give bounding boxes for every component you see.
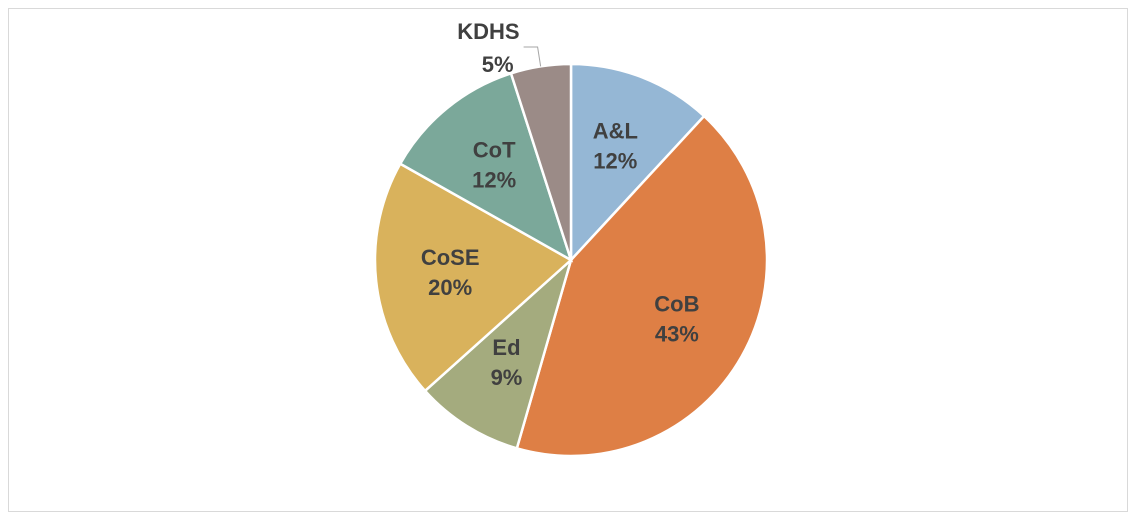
slice-value-label: 5% (482, 52, 514, 77)
pie-slice (373, 162, 574, 393)
leader-line (523, 46, 542, 67)
slice-category-label: A&L (593, 119, 638, 144)
slice-value-label: 12% (593, 149, 637, 174)
slice-value-label: 43% (655, 321, 699, 346)
slice-value-label: 20% (428, 275, 472, 300)
slice-category-label: CoSE (421, 245, 480, 270)
pie-slice (398, 71, 574, 263)
slice-category-label: CoT (473, 138, 516, 163)
slice-category-label: KDHS (457, 19, 519, 44)
pie-slice (569, 62, 706, 264)
pie-slice (423, 256, 574, 450)
slice-category-label: Ed (492, 335, 520, 360)
pie-slice (515, 114, 769, 458)
slice-category-label: CoB (654, 291, 699, 316)
slice-value-label: 9% (491, 365, 523, 390)
pie-slice (509, 62, 573, 261)
slice-value-label: 12% (472, 168, 516, 193)
